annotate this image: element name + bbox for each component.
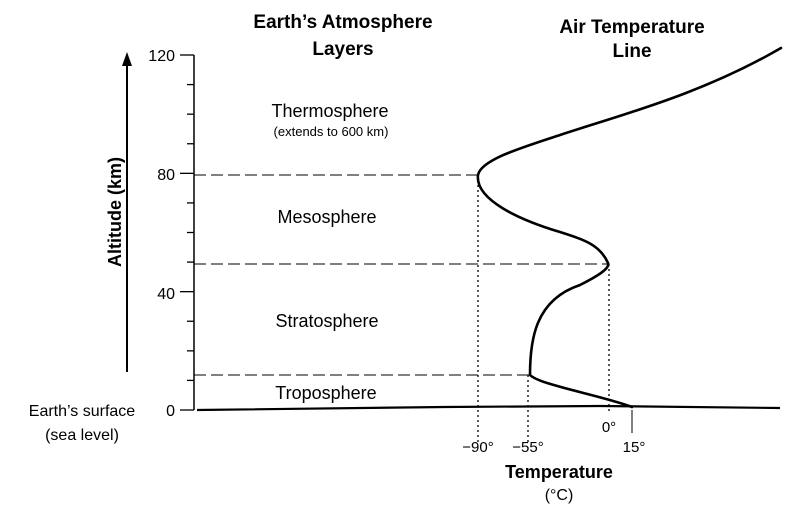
temperature-unit: (°C) (545, 487, 574, 504)
temp-title-line2: Line (612, 41, 651, 62)
temp-tick-0: 0° (602, 419, 616, 436)
layer-mesosphere: Mesosphere (277, 207, 376, 227)
layers-title-line1: Earth’s Atmosphere (253, 12, 432, 33)
layers-title-line2: Layers (312, 39, 373, 60)
tick-label-0: 0 (166, 403, 175, 420)
layer-thermosphere-note: (extends to 600 km) (274, 124, 389, 139)
temp-title-line1: Air Temperature (559, 17, 704, 38)
ground-line (196, 404, 781, 412)
layer-thermosphere: Thermosphere (271, 101, 388, 121)
altitude-label: Altitude (km) (105, 157, 125, 267)
tick-label-40: 40 (157, 286, 175, 303)
layer-stratosphere: Stratosphere (275, 311, 378, 331)
temperature-label: Temperature (505, 462, 613, 482)
surface-label-line2: (sea level) (45, 427, 119, 444)
layer-troposphere: Troposphere (275, 383, 376, 403)
tick-label-80: 80 (157, 167, 175, 184)
surface-label-line1: Earth’s surface (29, 403, 136, 420)
temp-tick-15: 15° (623, 439, 646, 456)
temperature-line (476, 46, 783, 409)
altitude-arrowhead (122, 52, 132, 66)
temp-tick-minus55: −55° (512, 439, 543, 456)
temp-tick-minus90: −90° (462, 439, 493, 456)
altitude-axis-ticks (180, 54, 194, 411)
tick-label-120: 120 (148, 48, 175, 65)
